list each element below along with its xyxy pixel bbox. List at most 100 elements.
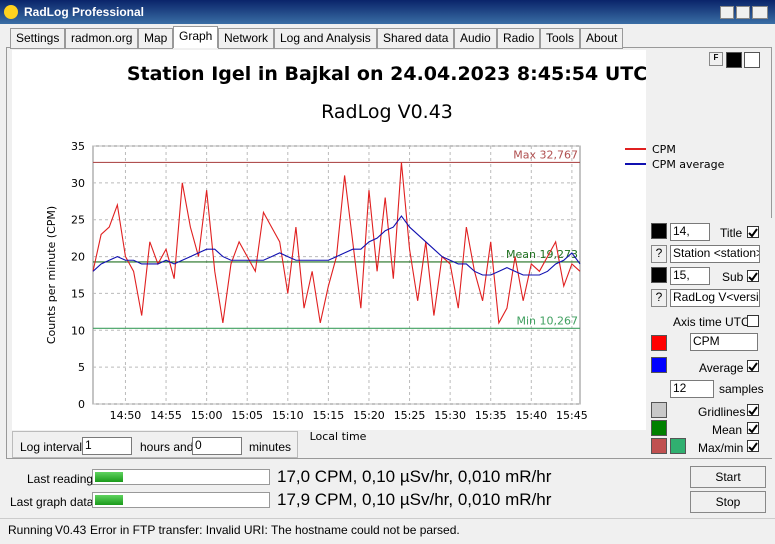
tab[interactable]: radmon.org (65, 28, 139, 49)
status-state: Running (8, 523, 53, 537)
min-color[interactable] (670, 438, 686, 454)
tab[interactable]: Log and Analysis (274, 28, 377, 49)
tab[interactable]: Audio (454, 28, 497, 49)
avg-color[interactable] (651, 357, 667, 373)
log-interval-group (12, 431, 298, 458)
series-select[interactable]: CPM (690, 333, 758, 351)
x-tick-label: 15:15 (313, 409, 345, 422)
title-help[interactable]: ? (651, 245, 667, 263)
average-check[interactable] (747, 360, 759, 372)
title-check[interactable] (747, 226, 759, 238)
tab[interactable]: Map (138, 28, 174, 49)
bg-color[interactable] (744, 52, 760, 68)
sub-label: Sub (722, 270, 744, 284)
minimize[interactable] (720, 6, 734, 19)
checkmark (748, 442, 758, 452)
checkmark (748, 362, 758, 372)
last-reading-label: Last reading (27, 472, 94, 486)
tab[interactable]: Settings (10, 28, 66, 49)
tab[interactable]: Network (218, 28, 275, 49)
app-icon (4, 5, 18, 19)
samples-value[interactable]: 12 (670, 380, 714, 398)
tab[interactable]: Tools (540, 28, 581, 49)
hours-input[interactable]: 1 (82, 437, 132, 455)
x-tick-label: 15:35 (475, 409, 507, 422)
tab[interactable]: Shared data (377, 28, 455, 49)
sub-text[interactable]: RadLog V<versio (670, 289, 760, 307)
mean-check[interactable] (747, 422, 759, 434)
grid-color[interactable] (651, 402, 667, 418)
x-tick-label: 15:45 (556, 409, 588, 422)
x-tick-label: 15:10 (272, 409, 304, 422)
sub-help[interactable]: ? (651, 289, 667, 307)
x-tick-label: 15:05 (231, 409, 263, 422)
y-tick-label: 30 (71, 177, 85, 190)
grid-check[interactable] (747, 404, 759, 416)
title-bar: RadLog Professional (0, 0, 775, 24)
window-title: RadLog Professional (24, 5, 145, 19)
graph-bar (92, 492, 270, 508)
stop-button[interactable]: Stop (690, 491, 766, 513)
mean-color[interactable] (651, 420, 667, 436)
x-tick-label: 15:00 (191, 409, 223, 422)
title-size[interactable]: 14, (670, 223, 710, 241)
max-color[interactable] (651, 438, 667, 454)
x-axis-label: Local time (310, 430, 367, 443)
status-version: V0.43 (55, 523, 87, 537)
minutes-label: minutes (249, 440, 292, 454)
reference-label: Mean 19,273 (506, 248, 578, 261)
chart-subtitle: RadLog V0.43 (321, 101, 453, 123)
sub-size[interactable]: 15, (670, 267, 710, 285)
title-text[interactable]: Station <station> i (670, 245, 760, 263)
checkmark (748, 228, 758, 238)
plot-area (92, 145, 581, 405)
reference-label: Min 10,267 (516, 314, 578, 327)
x-tick-label: 14:50 (110, 409, 142, 422)
reference-label: Max 32,767 (513, 148, 578, 161)
x-tick-label: 14:55 (150, 409, 182, 422)
checkmark (748, 424, 758, 434)
title-label: Title (720, 226, 743, 240)
minutes-input[interactable]: 0 (192, 437, 242, 455)
x-tick-label: 15:40 (515, 409, 547, 422)
sub-check[interactable] (747, 270, 759, 282)
samples-label: samples (719, 382, 764, 396)
y-tick-label: 0 (78, 398, 85, 411)
gridlines-label: Gridlines (698, 405, 746, 419)
y-tick-label: 20 (71, 251, 85, 264)
fg-color[interactable] (726, 52, 742, 68)
tab[interactable]: Graph (173, 26, 219, 48)
y-tick-label: 25 (71, 214, 85, 227)
status-message: Error in FTP transfer: Invalid URI: The … (90, 523, 460, 537)
y-tick-label: 15 (71, 287, 85, 300)
utc-check[interactable] (747, 315, 759, 327)
status-bar (0, 518, 775, 544)
y-axis-label: Counts per minute (CPM) (45, 206, 58, 344)
utc-label: Axis time UTC (673, 315, 750, 329)
x-tick-label: 15:30 (434, 409, 466, 422)
sub-color[interactable] (651, 267, 667, 283)
close[interactable] (752, 6, 768, 19)
chart-title: Station Igel in Bajkal on 24.04.2023 8:4… (127, 63, 647, 85)
legend-label: CPM average (652, 158, 725, 171)
maximize[interactable] (736, 6, 750, 19)
cpm-color[interactable] (651, 335, 667, 351)
y-tick-label: 10 (71, 324, 85, 337)
log-interval-label: Log interval (20, 440, 83, 454)
tab[interactable]: Radio (497, 28, 541, 49)
maxmin-check[interactable] (747, 440, 759, 452)
x-tick-label: 15:20 (353, 409, 385, 422)
start-button[interactable]: Start (690, 466, 766, 488)
hours-label: hours and (140, 440, 194, 454)
tab[interactable]: About (580, 28, 624, 49)
average-label: Average (699, 361, 744, 375)
maxmin-label: Max/min (698, 441, 744, 455)
x-tick-label: 15:25 (394, 409, 426, 422)
title-color[interactable] (651, 223, 667, 239)
last-graph: 17,9 CPM, 0,10 µSv/hr, 0,010 mR/hr (277, 490, 552, 509)
reading-bar (92, 469, 270, 485)
y-tick-label: 35 (71, 140, 85, 153)
font-button[interactable]: F (709, 52, 723, 66)
